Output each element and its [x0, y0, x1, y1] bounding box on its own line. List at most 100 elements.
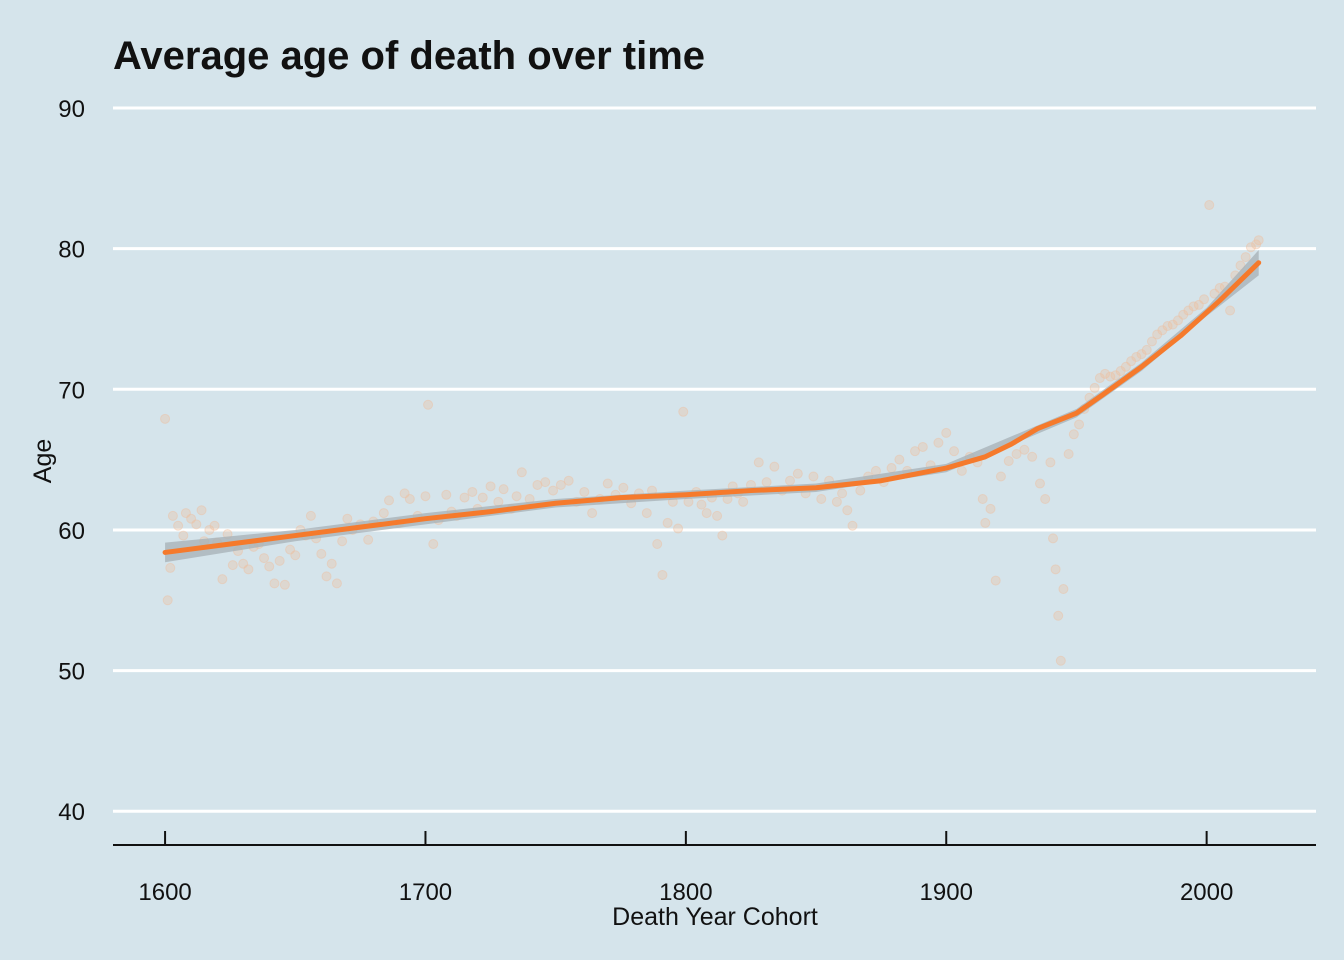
data-point: [1136, 349, 1147, 360]
data-point: [160, 413, 171, 424]
trend-layer: [162, 250, 1262, 563]
y-tick-labels: 40 50 60 70 80 90: [58, 96, 85, 826]
data-point: [894, 454, 905, 465]
data-point: [180, 508, 191, 519]
data-point: [404, 494, 415, 505]
data-point: [204, 524, 215, 535]
data-point: [1188, 301, 1199, 312]
data-point: [511, 491, 522, 502]
data-point: [587, 508, 598, 519]
data-point: [1251, 239, 1262, 250]
y-tick-label: 90: [58, 96, 85, 123]
data-point: [985, 503, 996, 514]
data-point: [1040, 494, 1051, 505]
data-point: [498, 484, 509, 495]
data-point: [331, 578, 342, 589]
data-point: [1214, 283, 1225, 294]
data-point: [1063, 448, 1074, 459]
data-point: [956, 465, 967, 476]
data-point: [1162, 321, 1173, 332]
data-point: [990, 575, 1001, 586]
data-point: [264, 561, 275, 572]
data-point: [1055, 655, 1066, 666]
data-point: [378, 508, 389, 519]
data-point: [563, 475, 574, 486]
data-point: [842, 505, 853, 516]
chart-title: Average age of death over time: [113, 34, 705, 78]
data-point: [1058, 584, 1069, 595]
data-point: [847, 520, 858, 531]
data-point: [1225, 305, 1236, 316]
data-point: [855, 485, 866, 496]
y-tick-label: 60: [58, 518, 85, 545]
data-point: [238, 558, 249, 569]
data-point: [1027, 451, 1038, 462]
data-point: [540, 477, 551, 488]
data-point: [467, 486, 478, 497]
x-tick-label: 1600: [138, 879, 191, 906]
data-point: [641, 508, 652, 519]
data-point: [910, 446, 920, 457]
data-point: [949, 446, 960, 457]
data-point: [808, 471, 819, 482]
data-point: [1019, 444, 1030, 455]
data-point: [1048, 533, 1059, 544]
data-point: [555, 479, 566, 490]
data-point: [1045, 457, 1056, 468]
data-point: [753, 457, 764, 468]
data-point: [485, 481, 496, 492]
data-point: [279, 579, 290, 590]
data-point: [209, 520, 220, 531]
data-point: [459, 492, 470, 503]
data-point: [941, 427, 952, 438]
data-point: [1183, 305, 1194, 316]
data-point: [1157, 325, 1168, 336]
data-point: [1178, 309, 1189, 320]
data-point: [1193, 299, 1204, 310]
data-point: [548, 485, 559, 496]
data-point: [1209, 288, 1220, 299]
data-point: [662, 517, 673, 528]
data-point: [1146, 336, 1157, 347]
data-point: [1126, 356, 1137, 367]
data-point: [441, 489, 452, 500]
data-point: [1131, 351, 1142, 362]
data-point: [384, 495, 395, 506]
data-point: [785, 475, 796, 486]
data-point: [290, 550, 301, 561]
data-point: [657, 569, 668, 580]
y-tick-label: 40: [58, 799, 85, 826]
data-point: [831, 496, 842, 507]
data-point: [678, 406, 689, 417]
data-point: [1003, 456, 1014, 467]
data-point: [769, 461, 780, 472]
data-point: [701, 508, 712, 519]
data-point: [1167, 319, 1178, 330]
data-point: [162, 595, 173, 606]
data-point: [178, 530, 189, 541]
data-point: [423, 399, 434, 410]
data-point: [977, 494, 988, 505]
data-point: [516, 467, 527, 478]
data-point: [243, 564, 254, 575]
data-point: [980, 517, 991, 528]
data-point: [1120, 361, 1131, 372]
data-point: [269, 578, 280, 589]
data-point: [1089, 382, 1100, 393]
data-point: [1094, 373, 1105, 384]
data-point: [363, 534, 374, 545]
data-point: [1110, 370, 1121, 381]
data-point: [1204, 200, 1215, 211]
data-point: [1068, 429, 1079, 440]
data-point: [1172, 315, 1183, 326]
data-point: [1141, 344, 1152, 355]
data-point: [933, 437, 944, 448]
x-axis: 1600 1700 1800 1900 2000: [113, 831, 1316, 906]
data-point: [399, 488, 410, 499]
data-point: [761, 477, 772, 488]
data-point: [477, 492, 488, 503]
y-tick-label: 70: [58, 377, 85, 404]
x-axis-title: Death Year Cohort: [612, 903, 818, 931]
data-point: [673, 523, 684, 534]
data-point: [1253, 235, 1264, 246]
